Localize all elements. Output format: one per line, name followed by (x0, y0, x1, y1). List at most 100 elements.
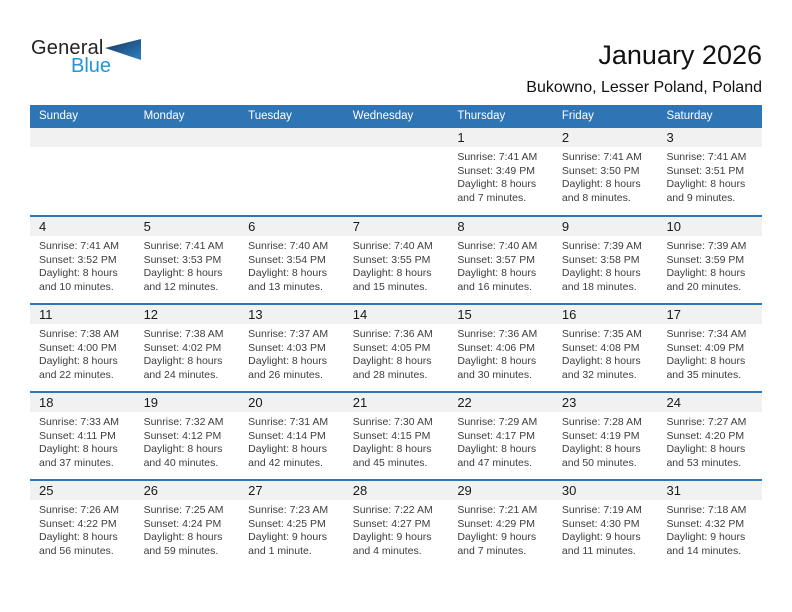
date-number: 17 (666, 307, 681, 322)
sunrise-text: Sunrise: 7:39 AM (666, 240, 747, 252)
day-details: Sunrise: 7:33 AM Sunset: 4:11 PM Daylight:… (30, 412, 135, 470)
day-details: Sunrise: 7:37 AM Sunset: 4:03 PM Daylight:… (239, 324, 344, 382)
date-number: 19 (143, 395, 159, 410)
calendar-day-cell: 11 Sunrise: 7:38 AM Sunset: 4:00 PM Dayligh… (30, 305, 135, 391)
date-number: 29 (457, 483, 472, 498)
date-number: 24 (666, 395, 681, 410)
sunrise-text: Sunrise: 7:41 AM (666, 151, 747, 163)
general-blue-logo: General Blue (31, 37, 142, 76)
sunset-text: Sunset: 3:57 PM (457, 253, 535, 266)
sunrise-text: Sunrise: 7:22 AM (352, 504, 433, 516)
calendar-day-cell: 4 Sunrise: 7:41 AM Sunset: 3:52 PM Daylight… (30, 217, 135, 303)
calendar-day-cell: 6 Sunrise: 7:40 AM Sunset: 3:54 PM Daylight… (239, 217, 344, 303)
calendar-empty-cell (343, 128, 449, 215)
day-details: Sunrise: 7:26 AM Sunset: 4:22 PM Daylight:… (30, 500, 135, 558)
date-number: 25 (39, 483, 54, 498)
calendar-day-cell: 30 Sunrise: 7:19 AM Sunset: 4:30 PM Dayligh… (552, 481, 658, 567)
date-strip: 28 (343, 481, 449, 500)
day-details: Sunrise: 7:40 AM Sunset: 3:54 PM Daylight:… (239, 236, 344, 294)
sunrise-text: Sunrise: 7:32 AM (143, 416, 224, 428)
sunset-text: Sunset: 4:12 PM (143, 429, 222, 442)
sunrise-text: Sunrise: 7:26 AM (39, 504, 119, 516)
sunrise-text: Sunrise: 7:19 AM (561, 504, 642, 516)
date-strip: 20 (239, 393, 344, 412)
date-strip: 27 (239, 481, 344, 500)
day-details: Sunrise: 7:30 AM Sunset: 4:15 PM Daylight:… (344, 412, 449, 470)
day-details: Sunrise: 7:41 AM Sunset: 3:49 PM Daylight:… (448, 147, 553, 205)
sunset-text: Sunset: 4:15 PM (352, 429, 431, 442)
calendar-empty-cell (239, 128, 344, 215)
date-strip (30, 128, 135, 147)
week-row: 4 Sunrise: 7:41 AM Sunset: 3:52 PM Daylight… (30, 215, 763, 303)
weekday-header-tuesday: Tuesday (248, 110, 292, 122)
sunset-text: Sunset: 3:54 PM (248, 253, 326, 266)
sunrise-text: Sunrise: 7:36 AM (352, 328, 433, 340)
daylight-text: Daylight: 9 hours and 14 minutes. (666, 531, 746, 557)
date-number: 22 (457, 395, 472, 410)
weekday-header-wednesday: Wednesday (352, 110, 414, 122)
weekday-header-row: Sunday Monday Tuesday Wednesday Thursday Frid… (30, 105, 762, 127)
sunset-text: Sunset: 4:30 PM (561, 517, 640, 530)
sunset-text: Sunset: 4:19 PM (561, 429, 640, 442)
logo-general-text: General (31, 37, 104, 59)
date-number: 10 (666, 219, 681, 234)
day-details: Sunrise: 7:39 AM Sunset: 3:58 PM Daylight:… (553, 236, 658, 294)
sunset-text: Sunset: 4:22 PM (39, 517, 117, 530)
sunrise-text: Sunrise: 7:23 AM (248, 504, 329, 516)
date-number: 20 (248, 395, 263, 410)
sunrise-text: Sunrise: 7:39 AM (561, 240, 642, 252)
date-strip: 31 (657, 481, 763, 500)
date-number: 2 (561, 130, 570, 145)
page-subtitle: Bukowno, Lesser Poland, Poland (526, 79, 762, 96)
date-number: 30 (561, 483, 577, 498)
daylight-text: Daylight: 9 hours and 11 minutes. (561, 531, 641, 557)
daylight-text: Daylight: 8 hours and 50 minutes. (561, 443, 641, 469)
calendar-day-cell: 21 Sunrise: 7:30 AM Sunset: 4:15 PM Dayligh… (343, 393, 449, 479)
sunset-text: Sunset: 4:09 PM (666, 341, 745, 354)
day-details: Sunrise: 7:34 AM Sunset: 4:09 PM Daylight:… (657, 324, 762, 382)
sunrise-text: Sunrise: 7:28 AM (561, 416, 642, 428)
calendar-day-cell: 20 Sunrise: 7:31 AM Sunset: 4:14 PM Dayligh… (239, 393, 344, 479)
date-number: 13 (248, 307, 263, 322)
date-number: 18 (39, 395, 54, 410)
date-strip: 25 (30, 481, 135, 500)
date-strip (134, 128, 240, 147)
daylight-text: Daylight: 8 hours and 18 minutes. (561, 267, 641, 293)
sunrise-text: Sunrise: 7:27 AM (666, 416, 747, 428)
date-strip: 22 (448, 393, 553, 412)
day-details: Sunrise: 7:41 AM Sunset: 3:53 PM Daylight:… (135, 236, 240, 294)
sunrise-text: Sunrise: 7:40 AM (248, 240, 329, 252)
sunset-text: Sunset: 3:59 PM (666, 253, 745, 266)
date-strip: 19 (134, 393, 240, 412)
sunrise-text: Sunrise: 7:40 AM (457, 240, 538, 252)
sunset-text: Sunset: 4:11 PM (39, 429, 116, 442)
day-details: Sunrise: 7:21 AM Sunset: 4:29 PM Daylight:… (448, 500, 553, 558)
sunrise-text: Sunrise: 7:21 AM (457, 504, 538, 516)
calendar-day-cell: 8 Sunrise: 7:40 AM Sunset: 3:57 PM Daylight… (448, 217, 553, 303)
daylight-text: Daylight: 8 hours and 26 minutes. (248, 355, 327, 381)
date-strip: 18 (30, 393, 135, 412)
sunset-text: Sunset: 4:25 PM (248, 517, 326, 530)
day-details: Sunrise: 7:38 AM Sunset: 4:00 PM Daylight:… (30, 324, 135, 382)
calendar-day-cell: 2 Sunrise: 7:41 AM Sunset: 3:50 PM Daylight… (552, 128, 658, 215)
date-number: 26 (143, 483, 159, 498)
date-strip: 16 (552, 305, 658, 324)
date-strip: 10 (657, 217, 763, 236)
date-number: 14 (352, 307, 368, 322)
date-number: 8 (457, 219, 465, 234)
date-number: 7 (352, 219, 360, 234)
day-details: Sunrise: 7:36 AM Sunset: 4:05 PM Daylight:… (344, 324, 449, 382)
day-details: Sunrise: 7:29 AM Sunset: 4:17 PM Daylight:… (448, 412, 553, 470)
day-details: Sunrise: 7:40 AM Sunset: 3:57 PM Daylight:… (448, 236, 553, 294)
sunrise-text: Sunrise: 7:31 AM (248, 416, 329, 428)
sunset-text: Sunset: 3:55 PM (352, 253, 431, 266)
day-details: Sunrise: 7:23 AM Sunset: 4:25 PM Daylight:… (239, 500, 344, 558)
calendar-day-cell: 25 Sunrise: 7:26 AM Sunset: 4:22 PM Dayligh… (30, 481, 135, 567)
calendar-day-cell: 24 Sunrise: 7:27 AM Sunset: 4:20 PM Dayligh… (657, 393, 763, 479)
date-number: 11 (39, 307, 53, 322)
daylight-text: Daylight: 8 hours and 56 minutes. (39, 531, 118, 557)
day-details: Sunrise: 7:28 AM Sunset: 4:19 PM Daylight:… (553, 412, 658, 470)
sunrise-text: Sunrise: 7:38 AM (143, 328, 224, 340)
day-details: Sunrise: 7:31 AM Sunset: 4:14 PM Daylight:… (239, 412, 344, 470)
daylight-text: Daylight: 9 hours and 4 minutes. (352, 531, 432, 557)
